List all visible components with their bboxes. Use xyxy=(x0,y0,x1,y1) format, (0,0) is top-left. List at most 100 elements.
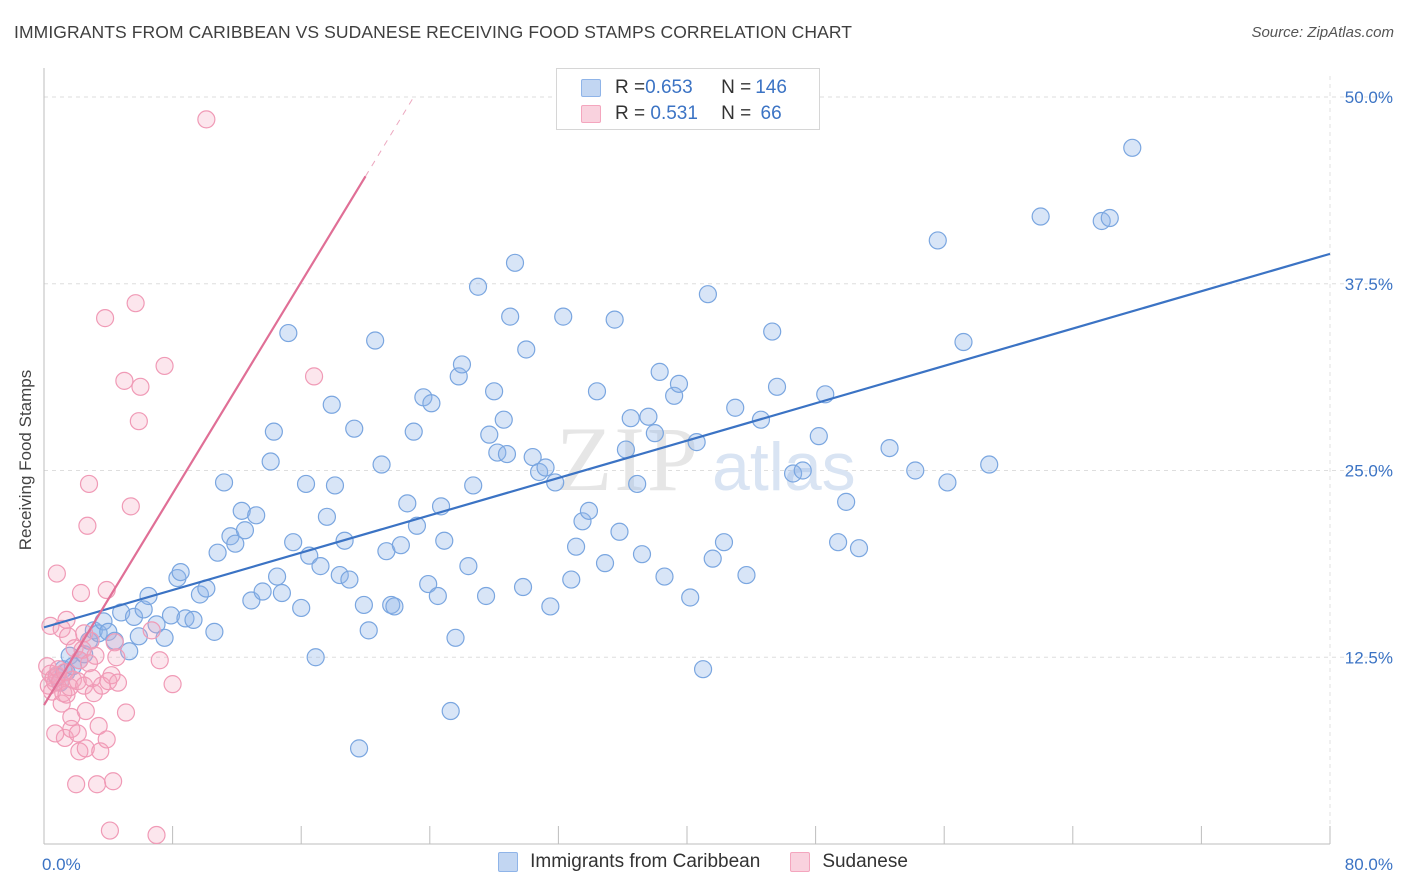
data-point xyxy=(184,610,203,630)
data-point xyxy=(89,716,108,736)
data-point xyxy=(150,651,169,670)
data-point xyxy=(102,666,121,685)
data-point xyxy=(385,597,404,616)
data-point xyxy=(232,501,251,520)
data-point xyxy=(76,739,95,758)
data-point xyxy=(449,367,468,386)
data-point xyxy=(650,362,669,381)
data-point xyxy=(359,621,378,640)
data-point xyxy=(610,522,629,541)
data-point xyxy=(554,307,573,326)
series-legend: Immigrants from Caribbean Sudanese xyxy=(0,851,1406,873)
data-point xyxy=(621,409,640,428)
data-point xyxy=(517,340,536,359)
data-point xyxy=(267,567,287,586)
gridlines xyxy=(44,76,1392,844)
data-point xyxy=(253,582,272,601)
data-point xyxy=(398,494,417,513)
data-point xyxy=(645,424,664,443)
data-point xyxy=(124,607,144,627)
x-tick-label: 80.0% xyxy=(1345,855,1393,874)
legend-r-label: R = xyxy=(615,103,646,124)
data-point xyxy=(264,422,283,441)
data-point xyxy=(562,570,581,589)
data-point xyxy=(587,382,607,401)
data-point xyxy=(134,600,153,619)
data-point xyxy=(628,474,647,494)
data-point xyxy=(435,531,454,550)
legend-box: R = 0.653 N = 146 R = 0.531 N = 66 xyxy=(556,68,820,130)
data-point xyxy=(214,473,234,492)
series-legend-swatch-caribbean xyxy=(498,852,519,872)
data-point xyxy=(304,367,324,386)
data-point xyxy=(208,543,227,562)
data-point xyxy=(116,703,136,722)
data-point xyxy=(296,474,316,494)
trend-line-caribbean xyxy=(43,252,1331,629)
data-point xyxy=(513,577,533,597)
trend-line-sudanese-extension xyxy=(365,96,415,177)
data-point xyxy=(104,772,123,791)
x-tick-label: 0.0% xyxy=(42,855,81,874)
data-point xyxy=(488,443,507,462)
data-point xyxy=(71,583,91,603)
data-point xyxy=(142,621,161,640)
data-point xyxy=(79,474,99,494)
data-point xyxy=(605,310,624,329)
trend-layer xyxy=(43,96,1331,706)
data-point xyxy=(205,622,224,641)
data-point xyxy=(938,473,957,492)
data-point xyxy=(97,730,116,749)
data-point xyxy=(147,825,166,845)
data-point xyxy=(171,562,190,582)
data-point xyxy=(497,444,517,464)
y-tick-label: 50.0% xyxy=(1345,88,1393,107)
data-point xyxy=(639,407,658,426)
data-point xyxy=(345,419,364,438)
data-point xyxy=(837,492,856,511)
legend-n-value: 146 xyxy=(755,77,787,98)
data-point xyxy=(325,476,345,495)
data-point xyxy=(468,277,488,296)
series-layer xyxy=(38,110,1142,845)
series-legend-item-sudanese: Sudanese xyxy=(790,851,908,873)
data-point xyxy=(441,701,460,721)
data-point xyxy=(714,533,734,552)
data-point xyxy=(75,624,94,643)
data-point xyxy=(464,476,483,495)
data-point xyxy=(980,455,999,474)
watermark-atlas: atlas xyxy=(712,429,856,505)
data-point xyxy=(726,398,745,417)
data-point xyxy=(849,539,869,558)
data-point xyxy=(703,549,722,568)
series-legend-swatch-sudanese xyxy=(790,852,811,872)
y-tick-label: 25.0% xyxy=(1345,462,1393,481)
data-point xyxy=(573,512,592,531)
data-point xyxy=(906,461,925,480)
data-point xyxy=(126,294,145,313)
data-point xyxy=(115,371,134,390)
data-point xyxy=(131,377,150,396)
data-point xyxy=(536,458,555,477)
legend-n-label: N = xyxy=(721,77,752,98)
data-point xyxy=(330,565,349,585)
data-point xyxy=(566,537,586,556)
data-point xyxy=(121,497,140,516)
trend-line-sudanese xyxy=(43,175,367,706)
data-point xyxy=(1031,207,1050,226)
series-legend-item-caribbean: Immigrants from Caribbean xyxy=(498,851,760,873)
data-point xyxy=(99,622,118,641)
source-label: Source: ZipAtlas.com xyxy=(1251,24,1394,41)
data-point xyxy=(161,606,181,625)
y-tick-label: 37.5% xyxy=(1345,275,1393,294)
axes xyxy=(43,68,1331,845)
data-point xyxy=(579,501,599,520)
data-point xyxy=(541,597,560,616)
data-point xyxy=(476,586,496,606)
legend-n-label: N = xyxy=(721,103,752,124)
data-point xyxy=(407,516,427,535)
data-point xyxy=(793,461,812,480)
series-legend-label-caribbean: Immigrants from Caribbean xyxy=(530,851,761,872)
legend-swatch-caribbean xyxy=(581,79,601,97)
